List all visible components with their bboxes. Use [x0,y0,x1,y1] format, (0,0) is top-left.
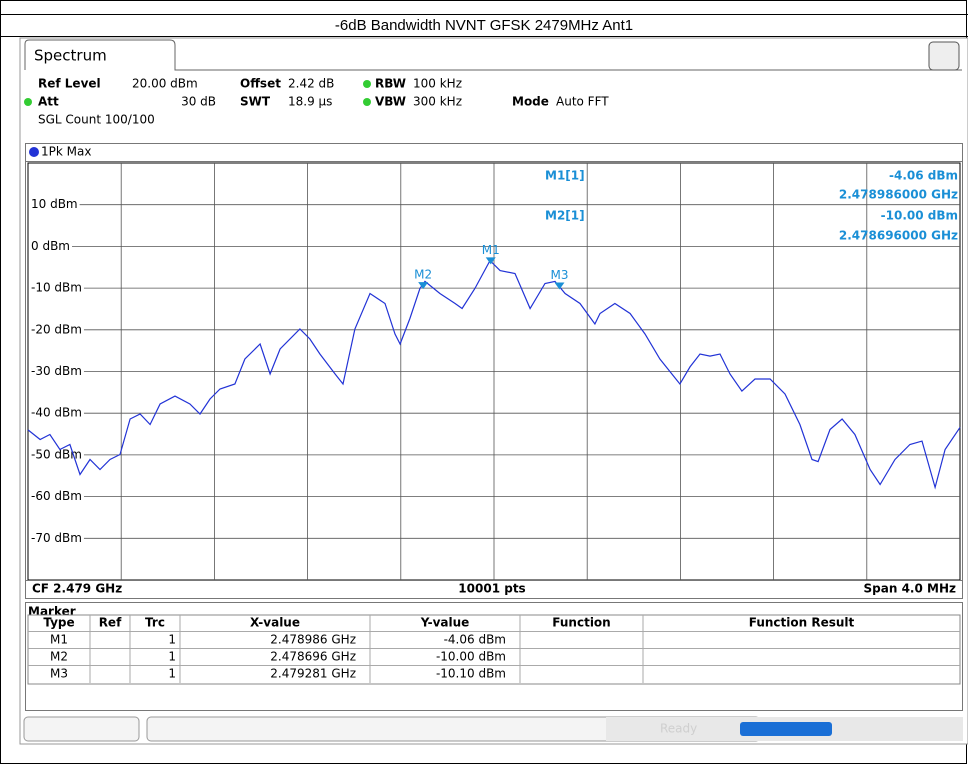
tab[interactable] [24,39,962,71]
label: VBW [375,95,406,109]
table-cell: -10.00 dBm [436,650,506,664]
center-frequency: CF 2.479 GHz [32,582,122,596]
label: Mode [512,95,549,109]
value: 30 dB [181,95,216,109]
tab-label[interactable]: Spectrum [34,47,107,65]
readout-level: -10.00 dBm [881,209,958,223]
readout-name: M1[1] [545,169,585,183]
marker-label: M2 [414,268,432,282]
table-cell: M1 [50,633,68,647]
value: 18.9 µs [288,95,332,109]
table-cell: 1 [168,667,176,681]
table-cell: 1 [168,633,176,647]
y-tick-label: -20 dBm [31,322,82,336]
table-header: Type [43,616,74,630]
table-header: Trc [145,616,165,630]
indicator [363,98,371,106]
table-cell: M2 [50,650,68,664]
y-tick-label: -60 dBm [31,489,82,503]
y-tick-label: 10 dBm [31,197,78,211]
trace [27,259,961,490]
points: 10001 pts [458,582,525,596]
trace-label: 1Pk Max [41,145,91,159]
status-field [23,716,140,742]
table-cell: 2.479281 GHz [270,667,356,681]
y-tick-label: 0 dBm [31,239,70,253]
value: 20.00 dBm [132,77,198,91]
count: SGL Count 100/100 [38,113,155,127]
y-tick-label: -70 dBm [31,531,82,545]
table-frame [27,614,961,685]
indicator [24,98,32,106]
table-header: Y-value [420,616,470,630]
menu-icon[interactable] [928,41,960,71]
table-cell: -4.06 dBm [444,633,506,647]
readout-freq: 2.478696000 GHz [839,229,958,243]
label: Ref Level [38,77,101,91]
status: Ready [660,722,697,736]
y-tick-label: -40 dBm [31,406,82,420]
readout-name: M2[1] [545,209,585,223]
indicator [363,80,371,88]
table-cell: M3 [50,667,68,681]
table-header: Function Result [749,616,855,630]
plot-frame [25,143,963,599]
plot: 10 dBm 0 dBm -10 dBm -20 dBm -30 dBm -40 dBm -… [27,163,961,580]
value: 100 kHz [413,77,462,91]
table-cell: 1 [168,650,176,664]
page-title: -6dB Bandwidth NVNT GFSK 2479MHz Ant1 [335,17,633,34]
table-cell: 2.478986 GHz [270,633,356,647]
value: 300 kHz [413,95,462,109]
value: Auto FFT [556,95,609,109]
progress-icon [740,722,832,736]
label: RBW [375,77,406,91]
table-header: Ref [99,616,122,630]
marker [418,282,429,290]
marker [485,257,496,265]
value: 2.42 dB [288,77,334,91]
marker [554,282,565,290]
y-tick-label: -50 dBm [31,447,82,461]
label: Att [38,95,59,109]
label: SWT [240,95,271,109]
y-tick-label: -30 dBm [31,364,82,378]
readout-level: -4.06 dBm [889,169,958,183]
label: Offset [240,77,281,91]
marker-label: M1 [482,243,500,257]
table-cell: 2.478696 GHz [270,650,356,664]
trace-dot [29,147,39,157]
table-header: X-value [250,616,300,630]
marker-table: Type Ref Trc X-value Y-value Function Function… [27,614,961,685]
table-cell: -10.10 dBm [436,667,506,681]
table-header: Function [552,616,610,630]
marker-label: M3 [550,268,568,282]
readout-freq: 2.478986000 GHz [839,188,958,202]
marker-panel [25,602,963,711]
y-tick-label: -10 dBm [31,281,82,295]
span: Span 4.0 MHz [864,582,956,596]
